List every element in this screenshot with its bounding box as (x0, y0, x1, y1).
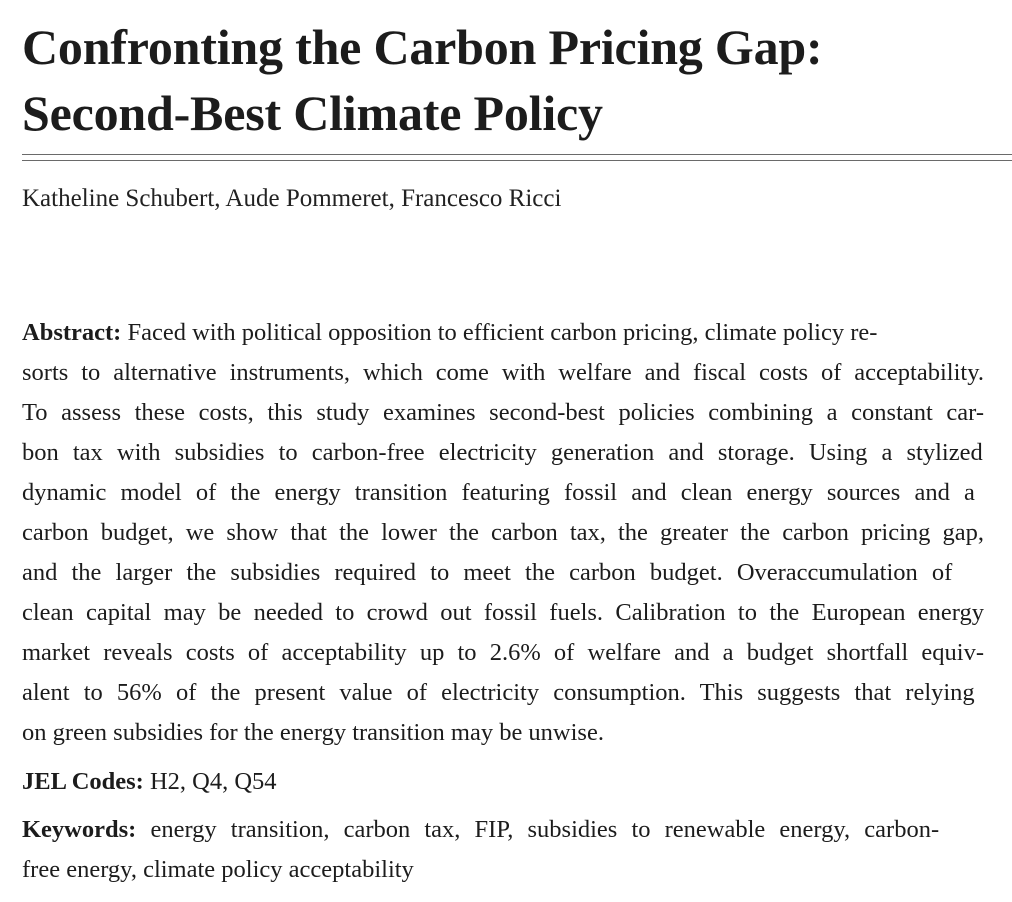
abstract-line: dynamic model of the energy transition f… (22, 479, 975, 506)
title-rule-bottom (22, 160, 1012, 161)
title-rule-top (22, 154, 1012, 155)
jel-label: JEL Codes: (22, 768, 144, 795)
abstract-line: sorts to alternative instruments, which … (22, 359, 984, 386)
abstract-label: Abstract: (22, 319, 122, 346)
abstract-line: and the larger the subsidies required to… (22, 559, 953, 586)
paper-title: Confronting the Carbon Pricing Gap: Seco… (22, 14, 992, 146)
keywords-line-text: energy transition, carbon tax, FIP, subs… (150, 816, 940, 843)
abstract-line: alent to 56% of the present value of ele… (22, 679, 975, 706)
keywords-line: free energy, climate policy acceptabilit… (22, 856, 414, 883)
keywords: Keywords: energy transition, carbon tax,… (22, 810, 984, 890)
abstract: Abstract: Faced with political oppositio… (22, 313, 984, 753)
abstract-line-text: Faced with political opposition to effic… (127, 319, 878, 346)
keywords-line: Keywords: energy transition, carbon tax,… (22, 810, 984, 850)
abstract-line: on green subsidies for the energy transi… (22, 719, 604, 746)
author-list: Katheline Schubert, Aude Pommeret, Franc… (22, 185, 562, 212)
jel-codes: JEL Codes: H2, Q4, Q54 (22, 762, 277, 802)
abstract-line: clean capital may be needed to crowd out… (22, 599, 984, 626)
title-line-2: Second-Best Climate Policy (22, 85, 603, 141)
jel-values: H2, Q4, Q54 (149, 768, 277, 795)
abstract-line: bon tax with subsidies to carbon-free el… (22, 439, 983, 466)
keywords-label: Keywords: (22, 816, 137, 843)
paper-header: Confronting the Carbon Pricing Gap: Seco… (22, 0, 1012, 883)
abstract-line: Abstract: Faced with political oppositio… (22, 313, 984, 353)
abstract-line: carbon budget, we show that the lower th… (22, 519, 984, 546)
title-line-1: Confronting the Carbon Pricing Gap: (22, 19, 823, 75)
abstract-line: market reveals costs of acceptability up… (22, 639, 984, 666)
abstract-line: To assess these costs, this study examin… (22, 399, 984, 426)
